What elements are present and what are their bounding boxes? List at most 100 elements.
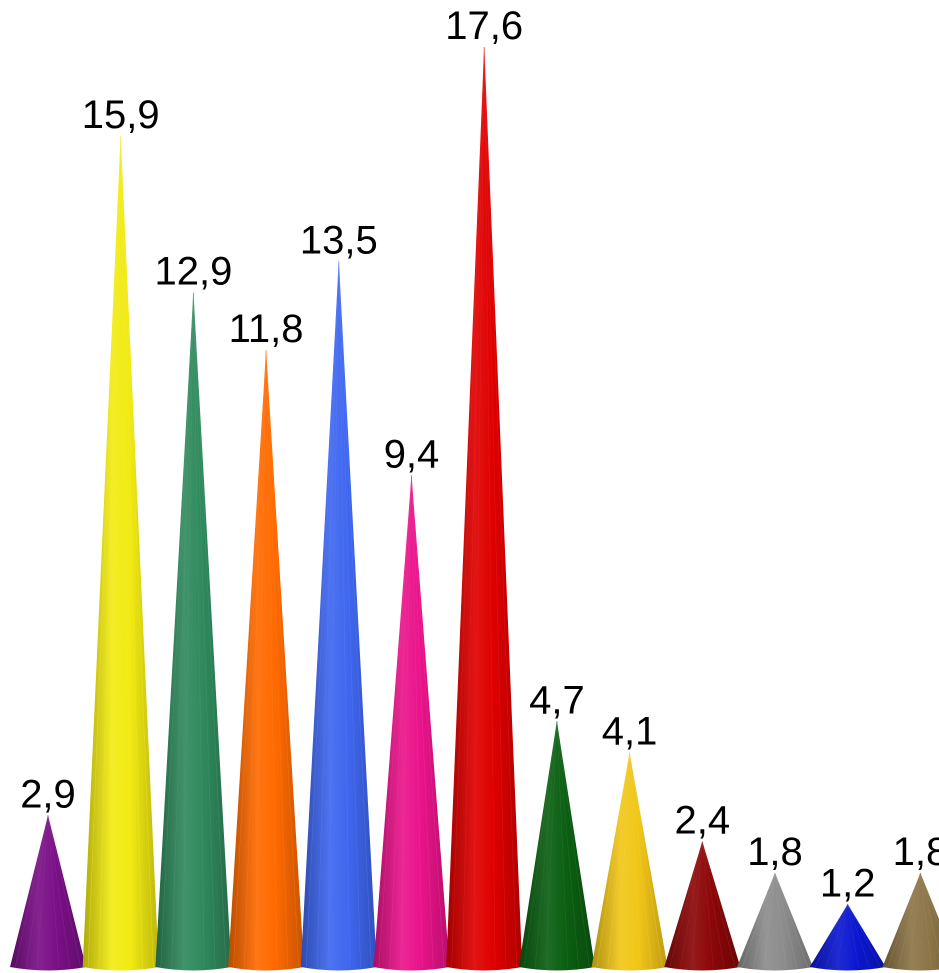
cone-facet-line: [193, 292, 216, 968]
cone-facet-line: [120, 135, 143, 968]
cone-bar-10: [664, 841, 741, 971]
cone-facet-line: [691, 841, 703, 968]
cone-facet-line: [847, 904, 870, 968]
cone-bar-body-6: [373, 475, 450, 971]
cone-facet-line: [763, 872, 776, 968]
cone-facet-line: [596, 752, 630, 968]
cone-facet-line: [193, 292, 227, 968]
cone-facet-line: [400, 475, 412, 968]
cone-bar-6: [373, 475, 450, 971]
cone-bar-8: [518, 721, 595, 971]
cone-facet-line: [338, 261, 372, 968]
cone-facet-line: [629, 752, 652, 968]
cone-facet-line: [47, 815, 71, 968]
cone-bar-body-8: [518, 721, 595, 971]
cones-layer: [10, 46, 939, 971]
data-label-13: 1,8: [893, 830, 939, 874]
cone-facet-line: [920, 872, 939, 955]
data-label-9: 4,1: [602, 710, 658, 754]
cone-facet-line: [411, 475, 423, 968]
cone-facet-line: [338, 261, 361, 968]
cone-facet-line: [233, 350, 267, 968]
cone-bar-body-2: [82, 135, 159, 971]
cone-facet-line: [556, 721, 590, 968]
cone-facet-line: [556, 721, 579, 968]
cone-bar-body-3: [155, 292, 232, 971]
cone-facet-line: [98, 135, 121, 968]
cone-facet-line: [524, 721, 558, 968]
data-label-12: 1,2: [820, 861, 876, 905]
cone-facet-line: [629, 752, 663, 968]
cone-facet-line: [160, 292, 194, 968]
cone-facet-line: [338, 261, 350, 968]
cone-bar-3: [155, 292, 232, 971]
cone-facet-line: [47, 815, 81, 968]
cone-bar-body-1: [10, 815, 86, 971]
cone-facet-line: [378, 475, 412, 968]
cone-bar-body-11: [737, 872, 813, 971]
cone-facet-line: [25, 815, 49, 968]
cone-facet-line: [814, 904, 848, 968]
cone-facet-line: [305, 261, 340, 968]
cone-facet-line: [752, 872, 776, 968]
cone-facet-line: [182, 292, 194, 968]
cone-facet-line: [265, 350, 278, 968]
cone-bar-12: [809, 904, 886, 971]
cone-bar-5: [300, 261, 377, 971]
cone-facet-line: [389, 475, 412, 968]
cone-facet-line: [556, 721, 569, 968]
data-label-10: 2,4: [674, 799, 730, 843]
cone-facet-line: [847, 904, 881, 968]
value-labels-layer: 2,9 15,9 12,9 11,8 13,5 9,4 17,6 4,7 4,1 2,4 1,8 1,…: [20, 4, 939, 905]
data-label-8: 4,7: [529, 678, 585, 722]
cone-facet-line: [702, 841, 725, 968]
data-label-5: 13,5: [300, 218, 378, 262]
cone-facet-line: [847, 904, 859, 968]
cone-facet-line: [473, 46, 485, 968]
cone-facet-line: [483, 46, 507, 968]
cone-facet-line: [483, 46, 496, 968]
cone-facet-line: [898, 872, 921, 968]
cone-facet-line: [887, 872, 921, 968]
data-label-1: 2,9: [20, 772, 76, 816]
cone-facet-line: [618, 752, 630, 968]
cone-facet-line: [244, 350, 267, 968]
cone-facet-line: [265, 350, 289, 968]
cone-facet-line: [774, 872, 787, 968]
cone-facet-line: [545, 721, 558, 968]
cone-facet-line: [171, 292, 194, 968]
cone-facet-line: [629, 752, 641, 968]
data-label-4: 11,8: [229, 307, 304, 351]
cone-bar-body-4: [228, 350, 305, 971]
cone-facet-line: [120, 135, 154, 968]
cone-facet-line: [742, 872, 776, 968]
data-label-6: 9,4: [384, 433, 440, 477]
cone-facet-line: [451, 46, 485, 968]
cone-facet-line: [193, 292, 205, 968]
cone-facet-line: [265, 350, 299, 968]
data-label-2: 15,9: [82, 93, 160, 137]
cone-facet-line: [109, 135, 121, 968]
cone-bar-body-7: [446, 47, 523, 971]
cone-facet-line: [327, 261, 340, 968]
cone-facet-line: [607, 752, 630, 968]
cone-facet-line: [36, 815, 49, 968]
cone-facet-line: [680, 841, 703, 968]
cone-facet-line: [87, 135, 121, 968]
data-label-3: 12,9: [154, 250, 232, 294]
cone-facet-line: [462, 46, 485, 968]
cone-facet-line: [774, 872, 798, 968]
cone-bar-body-12: [809, 904, 886, 971]
cone-facet-line: [774, 872, 808, 968]
cone-bar-body-10: [664, 841, 741, 971]
cone-bar-11: [737, 872, 813, 971]
data-label-11: 1,8: [747, 830, 803, 874]
cone-facet-line: [316, 261, 340, 968]
cone-facet-line: [534, 721, 558, 968]
cone-bar-7: [446, 46, 523, 971]
cone-facet-line: [120, 135, 132, 968]
cone-bar-9: [591, 752, 668, 971]
cone-bar-4: [228, 350, 305, 971]
